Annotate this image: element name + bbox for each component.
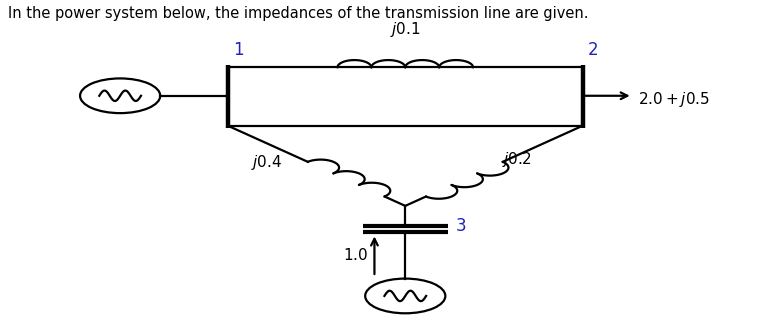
Text: $1.0$: $1.0$ <box>343 247 368 263</box>
Text: $j0.2$: $j0.2$ <box>502 150 531 169</box>
Text: $2$: $2$ <box>587 41 598 59</box>
Text: $1$: $1$ <box>232 41 244 59</box>
Text: $3$: $3$ <box>455 216 466 234</box>
Text: $2.0+j0.5$: $2.0+j0.5$ <box>638 89 710 109</box>
Text: In the power system below, the impedances of the transmission line are given.: In the power system below, the impedance… <box>8 6 589 21</box>
Text: $j0.4$: $j0.4$ <box>251 153 282 172</box>
Text: $j0.1$: $j0.1$ <box>390 20 421 39</box>
